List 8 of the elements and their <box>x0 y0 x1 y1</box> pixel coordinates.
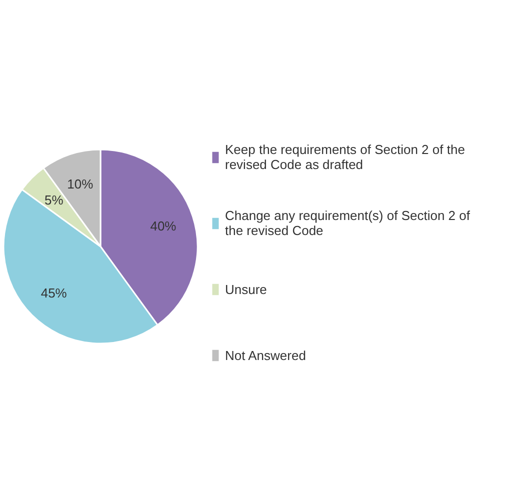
legend-label: Not Answered <box>225 346 306 364</box>
legend-label: Unsure <box>225 280 267 298</box>
data-label: 5% <box>44 192 64 208</box>
data-label: 40% <box>150 218 177 234</box>
data-label: 10% <box>67 176 94 192</box>
legend-label: Keep the requirements of Section 2 of the revised Code as drafted <box>225 141 465 174</box>
legend-label: Change any requirement(s) of Section 2 of the revised Code <box>225 207 470 240</box>
data-label: 45% <box>40 286 68 301</box>
